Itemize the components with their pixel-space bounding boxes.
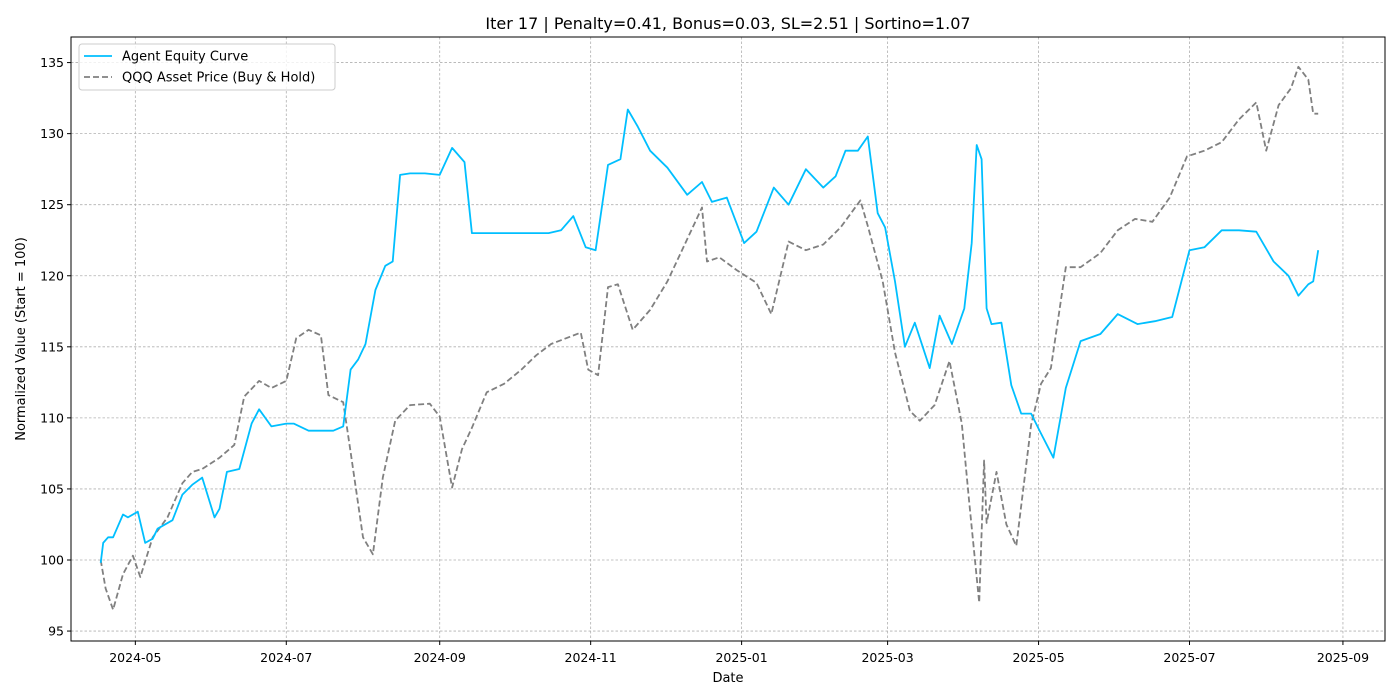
legend-box	[78, 43, 336, 91]
series-layer	[99, 65, 1320, 611]
y-tick-label: 130	[40, 126, 64, 141]
x-tick-label: 2024-11	[565, 650, 617, 665]
ticks: 2024-05 2024-07 2024-09 2024-11 2025-01 2025-…	[40, 55, 1369, 665]
y-tick-label: 135	[40, 55, 64, 70]
y-tick-label: 100	[40, 552, 64, 567]
agent-equity-line	[99, 108, 1320, 563]
y-axis-label: Normalized Value (Start = 100)	[14, 237, 29, 441]
x-tick-label: 2025-05	[1012, 650, 1064, 665]
y-tick-label: 95	[48, 624, 64, 639]
legend: Agent Equity Curve QQQ Asset Price (Buy …	[78, 43, 336, 91]
legend-label-agent: Agent Equity Curve	[122, 50, 248, 65]
legend-label-qqq: QQQ Asset Price (Buy & Hold)	[122, 71, 315, 86]
x-tick-label: 2025-09	[1317, 650, 1369, 665]
y-tick-label: 115	[40, 339, 64, 354]
x-axis-label: Date	[712, 671, 743, 686]
x-tick-label: 2025-07	[1163, 650, 1215, 665]
chart-title: Iter 17 | Penalty=0.41, Bonus=0.03, SL=2…	[485, 14, 970, 33]
x-tick-label: 2025-01	[715, 650, 767, 665]
x-tick-label: 2024-07	[260, 650, 312, 665]
y-tick-label: 110	[40, 410, 64, 425]
grid	[71, 37, 1385, 641]
y-tick-label: 125	[40, 197, 64, 212]
x-tick-label: 2024-09	[414, 650, 466, 665]
plot-frame	[70, 36, 1386, 642]
x-tick-label: 2025-03	[861, 650, 913, 665]
x-tick-label: 2024-05	[109, 650, 161, 665]
y-tick-label: 120	[40, 268, 64, 283]
y-tick-label: 105	[40, 481, 64, 496]
